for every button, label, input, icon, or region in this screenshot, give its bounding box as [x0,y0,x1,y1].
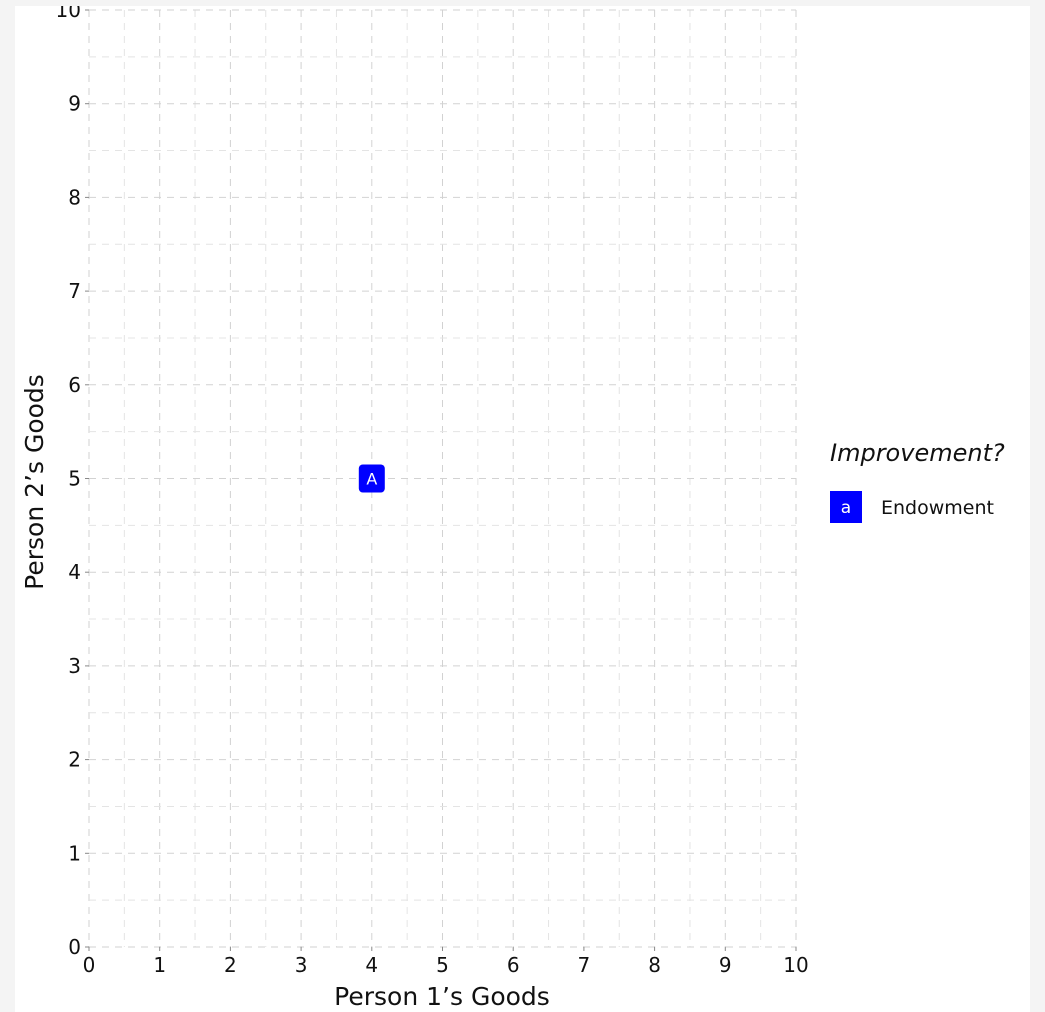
data-points: A [358,464,385,493]
y-tick-label: 1 [68,841,81,865]
x-tick-label: 8 [648,953,661,977]
legend-key-letter: a [841,498,851,518]
y-tick-label: 0 [68,935,81,959]
x-tick-label: 5 [436,953,449,977]
legend-key-endowment [830,491,862,523]
legend-title: Improvement? [830,439,1005,467]
y-tick-label: 10 [56,6,81,22]
grid-lines [88,9,797,948]
x-tick-label: 3 [295,953,308,977]
x-tick-label: 7 [578,953,591,977]
y-tick-label: 2 [68,748,81,772]
x-tick-label: 1 [153,953,166,977]
y-tick-label: 9 [68,92,81,116]
y-tick-label: 3 [68,654,81,678]
y-tick-label: 7 [68,279,81,303]
x-tick-label: 4 [365,953,378,977]
y-tick-label: 6 [68,373,81,397]
x-axis-tick-labels: 0 1 2 3 4 5 6 7 8 9 10 [83,953,809,977]
axis-ticks [85,9,797,951]
legend-label-endowment: Endowment [881,497,994,519]
x-tick-label: 2 [224,953,237,977]
point-label: A [366,470,377,489]
legend: Improvement? a Endowment [830,439,1005,523]
x-tick-label: 0 [83,953,96,977]
x-tick-label: 9 [719,953,732,977]
y-tick-label: 8 [68,185,81,209]
x-axis-title: Person 1’s Goods [334,982,550,1011]
y-tick-label: 4 [68,560,81,584]
x-tick-label: 10 [783,953,808,977]
point-marker [358,464,385,493]
y-axis-title: Person 2’s Goods [20,374,49,590]
y-tick-label: 5 [68,467,81,491]
chart-panel: 0 1 2 3 4 5 6 7 8 9 10 0 1 2 3 4 5 6 7 8 9 10 A Person 1’s G… [15,6,1030,1012]
scatter-chart: 0 1 2 3 4 5 6 7 8 9 10 0 1 2 3 4 5 6 7 8 9 10 A Person 1’s G… [20,6,1005,1011]
y-axis-tick-labels: 0 1 2 3 4 5 6 7 8 9 10 [56,6,81,959]
x-tick-label: 6 [507,953,520,977]
